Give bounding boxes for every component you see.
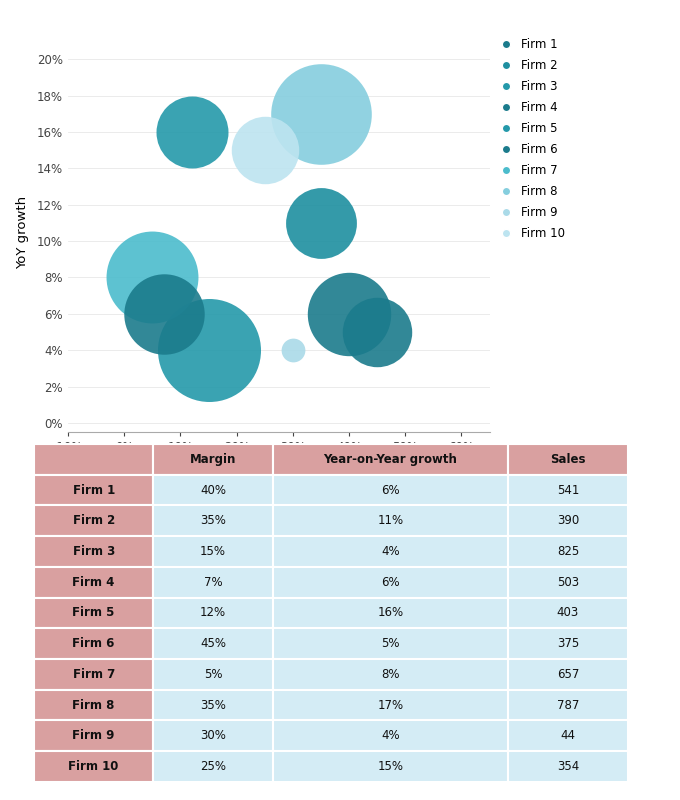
- Text: 4%: 4%: [381, 730, 400, 742]
- Bar: [154, 628, 273, 659]
- Bar: [34, 474, 154, 506]
- Text: 12%: 12%: [200, 606, 226, 619]
- Text: 541: 541: [557, 483, 579, 497]
- Text: Firm 9: Firm 9: [73, 730, 115, 742]
- Text: 403: 403: [557, 606, 579, 619]
- Bar: [154, 721, 273, 751]
- Text: Year-on-Year growth: Year-on-Year growth: [324, 453, 458, 466]
- Bar: [154, 567, 273, 598]
- Point: [203, 344, 214, 357]
- Bar: [509, 444, 628, 474]
- Text: Margin: Margin: [190, 453, 236, 466]
- Text: 11%: 11%: [377, 514, 403, 527]
- Text: Firm 7: Firm 7: [73, 668, 115, 681]
- Bar: [273, 628, 509, 659]
- Bar: [154, 598, 273, 628]
- Text: 5%: 5%: [381, 637, 400, 650]
- Text: 8%: 8%: [381, 668, 400, 681]
- Text: 6%: 6%: [381, 483, 400, 497]
- Legend: Firm 1, Firm 2, Firm 3, Firm 4, Firm 5, Firm 6, Firm 7, Firm 8, Firm 9, Firm 10: Firm 1, Firm 2, Firm 3, Firm 4, Firm 5, …: [494, 38, 565, 240]
- Point: [158, 307, 169, 320]
- Text: 16%: 16%: [377, 606, 403, 619]
- Text: Firm 1: Firm 1: [73, 483, 115, 497]
- Point: [288, 344, 299, 357]
- Bar: [273, 536, 509, 567]
- Bar: [509, 598, 628, 628]
- Text: 45%: 45%: [200, 637, 226, 650]
- Text: 375: 375: [557, 637, 579, 650]
- Bar: [273, 721, 509, 751]
- Bar: [273, 474, 509, 506]
- Bar: [34, 506, 154, 536]
- Bar: [273, 598, 509, 628]
- Bar: [34, 751, 154, 782]
- Text: 35%: 35%: [200, 514, 226, 527]
- Text: 44: 44: [560, 730, 575, 742]
- Bar: [509, 721, 628, 751]
- Text: 503: 503: [557, 576, 579, 589]
- Bar: [34, 567, 154, 598]
- Bar: [509, 567, 628, 598]
- Bar: [509, 474, 628, 506]
- Text: Firm 4: Firm 4: [73, 576, 115, 589]
- Bar: [34, 721, 154, 751]
- Bar: [34, 690, 154, 721]
- Text: 25%: 25%: [200, 760, 226, 773]
- Bar: [154, 690, 273, 721]
- Text: 35%: 35%: [200, 698, 226, 711]
- Text: Firm 5: Firm 5: [73, 606, 115, 619]
- Point: [259, 144, 270, 157]
- Bar: [273, 506, 509, 536]
- Text: Sales: Sales: [550, 453, 585, 466]
- Text: Firm 6: Firm 6: [73, 637, 115, 650]
- Bar: [509, 751, 628, 782]
- Bar: [273, 659, 509, 690]
- Text: 7%: 7%: [204, 576, 222, 589]
- Bar: [509, 506, 628, 536]
- Bar: [34, 628, 154, 659]
- Bar: [273, 751, 509, 782]
- Y-axis label: YoY growth: YoY growth: [16, 195, 29, 269]
- Text: 354: 354: [557, 760, 579, 773]
- Bar: [154, 751, 273, 782]
- Point: [186, 126, 197, 138]
- Bar: [509, 536, 628, 567]
- Bar: [154, 536, 273, 567]
- Bar: [34, 598, 154, 628]
- Bar: [154, 659, 273, 690]
- Text: 17%: 17%: [377, 698, 403, 711]
- Text: 15%: 15%: [200, 545, 226, 558]
- Text: Firm 2: Firm 2: [73, 514, 115, 527]
- Point: [343, 307, 354, 320]
- Text: 30%: 30%: [200, 730, 226, 742]
- Bar: [154, 444, 273, 474]
- Text: 390: 390: [557, 514, 579, 527]
- Text: 4%: 4%: [381, 545, 400, 558]
- Text: 825: 825: [557, 545, 579, 558]
- Text: 657: 657: [557, 668, 579, 681]
- Bar: [34, 444, 154, 474]
- Bar: [273, 444, 509, 474]
- Point: [372, 326, 383, 338]
- Point: [316, 107, 326, 120]
- Bar: [154, 474, 273, 506]
- Text: 5%: 5%: [204, 668, 222, 681]
- Bar: [273, 567, 509, 598]
- Bar: [509, 690, 628, 721]
- Text: Firm 3: Firm 3: [73, 545, 115, 558]
- Bar: [509, 659, 628, 690]
- Point: [316, 217, 326, 230]
- Text: 15%: 15%: [377, 760, 403, 773]
- Text: 6%: 6%: [381, 576, 400, 589]
- Bar: [154, 506, 273, 536]
- Bar: [509, 628, 628, 659]
- Text: Firm 10: Firm 10: [69, 760, 119, 773]
- Bar: [273, 690, 509, 721]
- Text: Firm 8: Firm 8: [73, 698, 115, 711]
- Text: 787: 787: [557, 698, 579, 711]
- Text: 40%: 40%: [200, 483, 226, 497]
- Point: [147, 271, 158, 284]
- Bar: [34, 659, 154, 690]
- Bar: [34, 536, 154, 567]
